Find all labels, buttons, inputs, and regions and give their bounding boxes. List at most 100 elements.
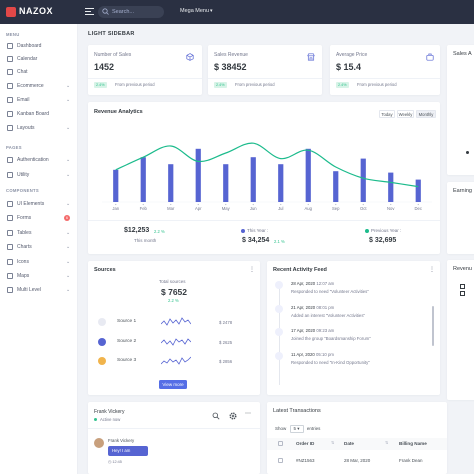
map-zoom-in-icon[interactable] bbox=[460, 284, 465, 289]
order-date: 28 Mar, 2020 bbox=[344, 458, 371, 463]
divider bbox=[88, 428, 260, 429]
more-horizontal-icon[interactable]: ⋯ bbox=[245, 411, 251, 417]
x-tick-label: Sep bbox=[332, 206, 340, 211]
x-tick bbox=[197, 203, 199, 206]
tab-weekly[interactable]: Weekly bbox=[397, 110, 414, 118]
chevron-down-icon: ▾ bbox=[210, 8, 213, 14]
stat-footer: 2.4% From previous period bbox=[208, 78, 322, 90]
legend-dot bbox=[466, 151, 469, 154]
sidebar-item-utility[interactable]: Utility ⌄ bbox=[0, 170, 78, 180]
sidebar-item-label: Icons bbox=[17, 259, 29, 265]
map-zoom-out-icon[interactable] bbox=[460, 291, 465, 296]
x-tick bbox=[170, 203, 172, 206]
sidebar-item-forms[interactable]: Forms 6 bbox=[0, 213, 78, 223]
sidebar-item-layouts[interactable]: Layouts ⌄ bbox=[0, 123, 78, 133]
sidebar-section-pages: PAGES bbox=[6, 145, 22, 150]
recent-activity-card: Recent Activity Feed ⋮ 28 Apr, 2020 12:0… bbox=[267, 261, 440, 395]
x-tick-label: Mar bbox=[167, 206, 175, 211]
col-order-id[interactable]: Order ID bbox=[296, 441, 315, 446]
chevron-down-icon: ⌄ bbox=[66, 125, 71, 131]
chat-contact-name: Frank Vickery bbox=[94, 409, 125, 415]
feed-text: Joined the group "Boardsmanship Forum" bbox=[291, 336, 371, 341]
search-icon bbox=[102, 8, 109, 15]
sidebar-item-maps[interactable]: Maps ⌄ bbox=[0, 271, 78, 281]
heart-icon bbox=[275, 352, 283, 360]
order-id[interactable]: #NZ1563 bbox=[296, 458, 315, 463]
source-1-icon bbox=[98, 318, 106, 326]
more-vertical-icon[interactable]: ⋮ bbox=[429, 267, 435, 273]
sidebar-item-calendar[interactable]: Calendar bbox=[0, 54, 78, 64]
summary-this-month-label: This month bbox=[134, 238, 157, 243]
x-tick-label: Dec bbox=[415, 206, 422, 211]
message-time: ◷ 12:45 bbox=[108, 460, 122, 464]
stat-footer-text: From previous period bbox=[235, 82, 275, 87]
search-input[interactable]: Search... bbox=[98, 6, 164, 18]
sidebar-item-authentication[interactable]: Authentication ⌄ bbox=[0, 155, 78, 165]
x-tick bbox=[280, 203, 282, 206]
search-icon[interactable] bbox=[212, 412, 220, 420]
entries-select[interactable]: 5 ▾ bbox=[289, 425, 304, 433]
col-date[interactable]: Date bbox=[344, 441, 354, 446]
sidebar-item-kanban[interactable]: Kanban Board bbox=[0, 109, 78, 119]
col-billing-name[interactable]: Billing Name bbox=[399, 441, 427, 446]
sidebar-item-label: Authentication bbox=[17, 157, 49, 163]
sidebar-item-label: Tables bbox=[17, 230, 32, 236]
sort-icon[interactable]: ⇅ bbox=[385, 440, 389, 445]
briefcase-icon bbox=[426, 53, 434, 61]
chevron-down-icon: ⌄ bbox=[66, 230, 71, 236]
source-3-sparkline bbox=[161, 356, 191, 365]
sidebar-item-charts[interactable]: Charts ⌄ bbox=[0, 242, 78, 252]
online-status-dot bbox=[94, 418, 97, 421]
x-tick bbox=[417, 203, 419, 206]
row-checkbox[interactable] bbox=[278, 458, 283, 463]
feed-text: Responded to need "In-Kind Opportunity" bbox=[291, 360, 370, 365]
icons-icon bbox=[7, 259, 13, 265]
chat-status: Active now bbox=[100, 417, 121, 422]
user-icon bbox=[7, 157, 13, 163]
message-bubble: Hey! I am available bbox=[108, 446, 148, 463]
chevron-down-icon: ⌄ bbox=[66, 273, 71, 279]
sidebar-item-ui-elements[interactable]: UI Elements ⌄ bbox=[0, 199, 78, 209]
chat-icon bbox=[7, 69, 13, 75]
sort-icon[interactable]: ⇅ bbox=[331, 440, 335, 445]
bar-dec bbox=[415, 179, 421, 202]
stat-value: 1452 bbox=[94, 62, 115, 72]
utility-icon bbox=[7, 172, 13, 178]
transactions-card: Latest Transactions Show 5 ▾ entries Ord… bbox=[267, 402, 447, 474]
x-tick-label: May bbox=[222, 206, 231, 211]
feed-text: Responded to need "Volunteer Activities" bbox=[291, 289, 369, 294]
search-placeholder: Search... bbox=[112, 9, 135, 15]
chart-icon bbox=[7, 244, 13, 250]
view-more-button[interactable]: View more bbox=[159, 380, 187, 389]
mega-menu-button[interactable]: Mega Menu bbox=[180, 8, 210, 14]
stat-footer: 2.4% From previous period bbox=[330, 78, 440, 90]
source-1-name: Source 1 bbox=[117, 319, 137, 324]
sidebar-item-dashboard[interactable]: Dashboard bbox=[0, 41, 78, 51]
x-tick-label: Oct bbox=[360, 206, 367, 211]
scrollbar[interactable] bbox=[432, 306, 434, 346]
stat-title: Number of Sales bbox=[94, 52, 132, 58]
more-vertical-icon[interactable]: ⋮ bbox=[249, 267, 255, 273]
bar-jan bbox=[113, 169, 119, 202]
sidebar-item-chat[interactable]: Chat bbox=[0, 67, 78, 77]
sidebar-item-multi-level[interactable]: Multi Level ⌄ bbox=[0, 285, 78, 295]
tab-today[interactable]: Today bbox=[379, 110, 395, 118]
gear-icon[interactable] bbox=[229, 412, 237, 420]
summary-previous-year-label: Previous Year : bbox=[371, 228, 402, 233]
select-all-checkbox[interactable] bbox=[278, 441, 283, 446]
hamburger-menu-icon[interactable] bbox=[85, 7, 94, 16]
chevron-down-icon: ⌄ bbox=[66, 97, 71, 103]
summary-previous-year-value: $ 32,695 bbox=[369, 237, 397, 244]
bar-jul bbox=[278, 164, 284, 202]
sidebar-item-icons[interactable]: Icons ⌄ bbox=[0, 257, 78, 267]
sidebar-item-tables[interactable]: Tables ⌄ bbox=[0, 228, 78, 238]
bar-may bbox=[223, 164, 229, 202]
x-tick bbox=[225, 203, 227, 206]
source-2-sparkline bbox=[161, 338, 191, 346]
sidebar-item-email[interactable]: Email ⌄ bbox=[0, 95, 78, 105]
source-3-value: $ 2856 bbox=[219, 359, 233, 364]
tab-monthly[interactable]: Monthly bbox=[416, 110, 436, 118]
sidebar-item-ecommerce[interactable]: Ecommerce ⌄ bbox=[0, 81, 78, 91]
card-title: Recent Activity Feed bbox=[273, 267, 327, 273]
x-tick bbox=[142, 203, 144, 206]
